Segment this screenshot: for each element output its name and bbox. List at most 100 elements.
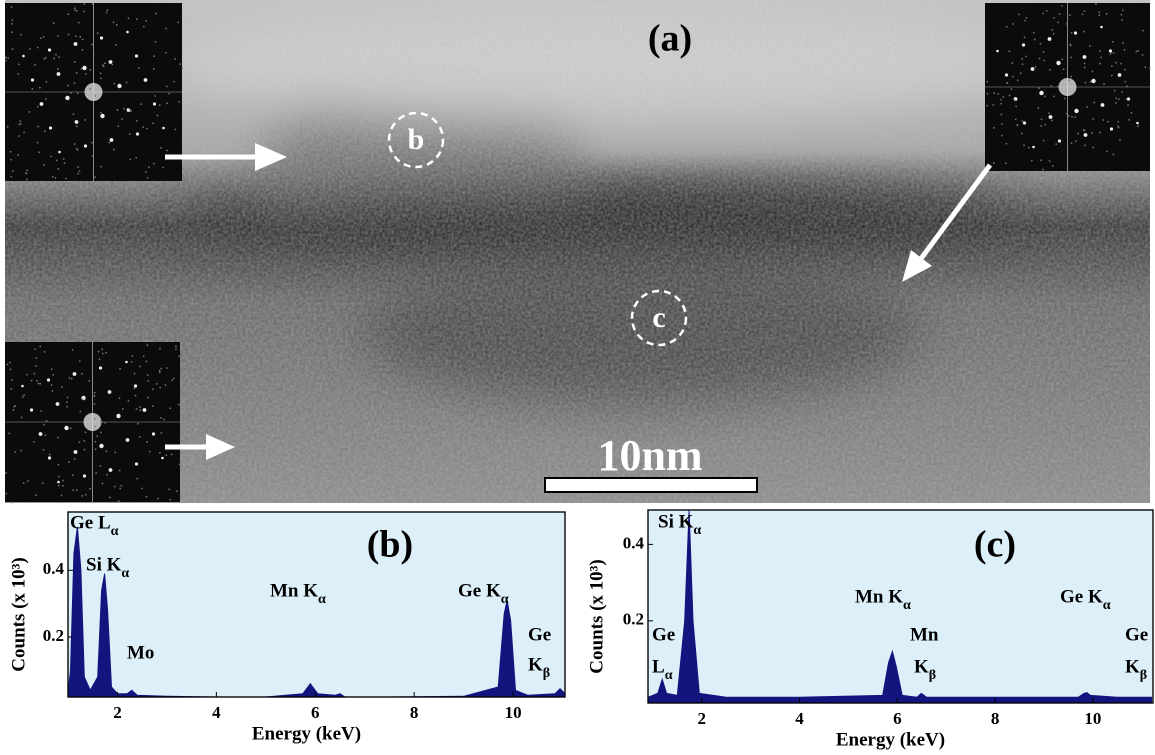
fft-spot <box>1100 25 1103 29</box>
fft-speckle <box>45 56 47 59</box>
fft-speckle <box>48 453 51 456</box>
fft-speckle <box>20 416 23 419</box>
fft-speckle <box>1019 72 1022 75</box>
fft-speckle <box>5 59 7 62</box>
fft-speckle <box>67 84 69 87</box>
fft-speckle <box>111 63 114 66</box>
fft-speckle <box>73 458 76 460</box>
fft-spot <box>142 408 147 412</box>
fft-spot <box>21 384 24 388</box>
fft-speckle <box>179 63 181 65</box>
fft-speckle <box>80 67 83 70</box>
fft-speckle <box>1053 95 1055 98</box>
fft-speckle <box>39 345 41 348</box>
fft-speckle <box>176 490 178 492</box>
fft-speckle <box>1031 159 1033 162</box>
fft-speckle <box>123 107 125 110</box>
fft-speckle <box>1092 118 1094 120</box>
fft-speckle <box>1000 113 1003 116</box>
fft-speckle <box>165 454 168 457</box>
fft-speckle <box>146 441 148 443</box>
fft-speckle <box>1025 55 1027 58</box>
fft-spot <box>73 450 78 454</box>
fft-speckle <box>1089 80 1092 83</box>
fft-speckle <box>1113 89 1116 92</box>
fft-speckle <box>1106 150 1108 153</box>
x-tick-label: 2 <box>113 703 122 722</box>
fft-speckle <box>1095 3 1097 5</box>
fft-speckle <box>1099 62 1101 65</box>
fft-speckle <box>114 451 116 454</box>
fft-speckle <box>38 151 40 153</box>
plot-frame <box>647 509 1154 704</box>
fft-speckle <box>93 403 96 405</box>
fft-speckle <box>101 421 103 423</box>
fft-speckle <box>1074 116 1076 118</box>
fft-speckle <box>100 165 102 168</box>
fft-speckle <box>95 472 97 474</box>
fft-speckle <box>155 12 157 15</box>
fft-speckle <box>83 448 86 451</box>
fft-speckle <box>13 405 15 408</box>
fft-speckle <box>129 133 131 135</box>
fft-speckle <box>125 81 128 84</box>
fft-speckle <box>1099 131 1101 134</box>
panel-label: (c) <box>974 524 1016 566</box>
fft-speckle <box>177 21 179 24</box>
fft-speckle <box>1012 23 1014 25</box>
fft-speckle <box>75 72 78 74</box>
fft-speckle <box>11 379 13 381</box>
fft-spot <box>47 456 52 460</box>
fft-speckle <box>152 405 154 407</box>
fft-speckle <box>181 67 184 69</box>
fft-speckle <box>1005 25 1008 28</box>
fft-speckle <box>1127 104 1129 106</box>
fft-speckle <box>1077 132 1079 135</box>
fft-speckle <box>51 390 54 392</box>
fft-speckle <box>68 377 71 379</box>
fft-speckle <box>1117 126 1120 129</box>
fft-spot <box>1074 108 1079 114</box>
fft-speckle <box>147 396 149 399</box>
fft-speckle <box>11 48 14 50</box>
fft-speckle <box>135 408 138 410</box>
fft-speckle <box>50 384 53 386</box>
fft-speckle <box>77 172 79 175</box>
fft-speckle <box>67 33 70 36</box>
fft-speckle <box>35 365 38 367</box>
fft-speckle <box>1061 58 1063 60</box>
fft-speckle <box>6 363 9 366</box>
fft-speckle <box>1069 43 1071 46</box>
fft-speckle <box>159 451 161 454</box>
fft-speckle <box>1037 107 1040 109</box>
fft-speckle <box>94 448 97 450</box>
fft-speckle <box>1001 123 1003 125</box>
y-axis-label: Counts (x 10³) <box>8 557 29 671</box>
fft-speckle <box>165 51 167 54</box>
fft-speckle <box>99 111 102 114</box>
x-tick-label: 8 <box>991 709 1000 728</box>
fft-speckle <box>81 38 84 41</box>
fft-speckle <box>50 155 52 158</box>
fft-speckle <box>1021 63 1024 65</box>
fft-speckle <box>146 344 149 346</box>
fft-speckle <box>145 171 147 173</box>
fft-speckle <box>165 27 167 30</box>
fft-speckle <box>63 162 66 164</box>
region-label: c <box>652 301 665 334</box>
fft-speckle <box>89 87 91 90</box>
fft-speckle <box>73 61 76 63</box>
fft-speckle <box>98 358 101 360</box>
fft-speckle <box>1042 51 1045 54</box>
fft-speckle <box>134 394 137 397</box>
fft-speckle <box>143 25 145 28</box>
fft-speckle <box>119 368 121 370</box>
fft-speckle <box>113 485 116 488</box>
fft-speckle <box>1144 66 1147 68</box>
fft-speckle <box>1033 31 1035 34</box>
fft-speckle <box>160 432 163 434</box>
fft-speckle <box>1066 23 1068 25</box>
fft-speckle <box>10 175 13 178</box>
fft-speckle <box>139 409 142 411</box>
fft-speckle <box>92 170 95 172</box>
